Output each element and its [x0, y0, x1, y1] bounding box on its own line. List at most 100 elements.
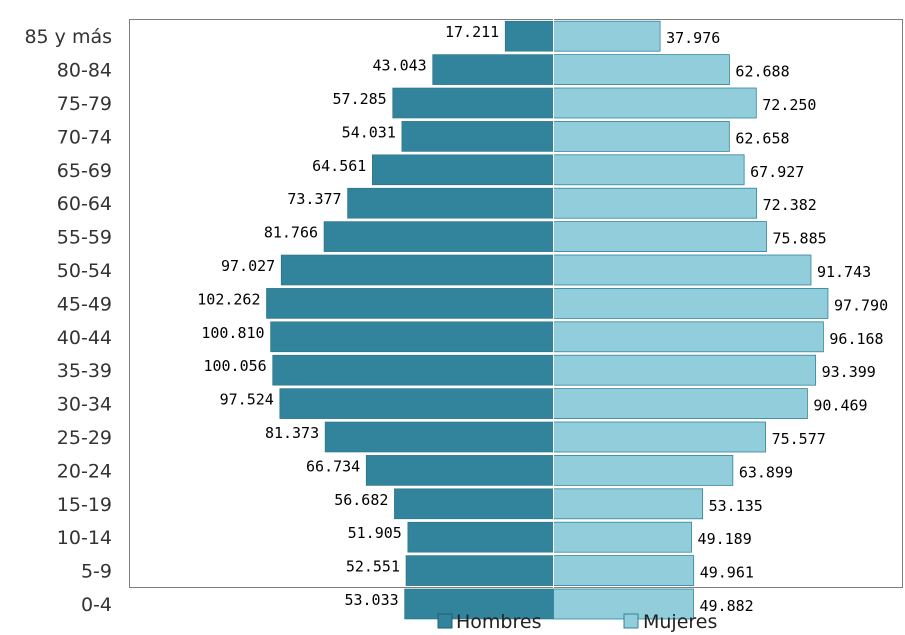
- legend: Hombres Mujeres: [437, 611, 717, 633]
- bar-hombres: [347, 187, 554, 219]
- age-group-label: 5-9: [81, 561, 112, 583]
- bar-hombres: [272, 354, 554, 386]
- bar-hombres: [372, 154, 554, 186]
- age-group-label: 60-64: [57, 193, 112, 215]
- bar-hombres: [404, 588, 554, 620]
- age-group-label: 75-79: [57, 93, 112, 115]
- bar-hombres: [324, 421, 554, 453]
- bar-hombres: [405, 555, 554, 586]
- value-label-mujeres: 75.885: [772, 230, 826, 248]
- value-label-mujeres: 49.961: [700, 564, 754, 582]
- value-label-hombres: 73.377: [287, 190, 341, 208]
- legend-hombres-label: Hombres: [456, 611, 541, 633]
- value-label-mujeres: 96.168: [829, 330, 883, 348]
- bar-hombres: [401, 121, 554, 152]
- bar-hombres: [270, 321, 554, 353]
- value-label-mujeres: 91.743: [817, 263, 871, 281]
- bar-hombres: [407, 521, 554, 553]
- value-label-hombres: 54.031: [342, 123, 396, 141]
- value-label-mujeres: 49.882: [699, 597, 753, 615]
- age-group-label: 20-24: [57, 460, 112, 482]
- age-group-label: 45-49: [57, 293, 112, 315]
- legend-mujeres-label: Mujeres: [643, 611, 717, 633]
- age-group-label: 25-29: [57, 427, 112, 449]
- bar-mujeres: [553, 488, 704, 520]
- value-label-hombres: 102.262: [197, 290, 260, 308]
- bar-mujeres: [553, 421, 767, 453]
- age-group-label: 85 y más: [24, 26, 112, 48]
- value-label-hombres: 52.551: [346, 558, 400, 576]
- age-group-label: 30-34: [57, 394, 112, 416]
- value-label-hombres: 97.027: [221, 257, 275, 275]
- value-label-hombres: 53.033: [344, 591, 398, 609]
- bar-hombres: [323, 221, 554, 252]
- bar-mujeres: [553, 521, 692, 553]
- bar-hombres: [279, 388, 554, 419]
- age-group-label: 65-69: [57, 160, 112, 182]
- age-group-label: 10-14: [57, 527, 112, 549]
- legend-hombres-swatch: [437, 613, 453, 629]
- series-mujeres: [553, 20, 829, 620]
- bar-mujeres: [553, 121, 730, 152]
- value-label-hombres: 51.905: [348, 524, 402, 542]
- bar-hombres: [392, 87, 554, 119]
- bar-mujeres: [553, 454, 734, 486]
- value-label-hombres: 81.373: [265, 424, 319, 442]
- bar-hombres: [432, 54, 554, 85]
- value-label-mujeres: 62.688: [735, 63, 789, 81]
- value-label-hombres: 100.056: [203, 357, 266, 375]
- bar-hombres: [365, 455, 554, 486]
- bar-mujeres: [553, 87, 757, 119]
- bar-mujeres: [553, 354, 817, 386]
- value-label-mujeres: 72.250: [762, 96, 816, 114]
- bar-mujeres: [553, 254, 812, 286]
- value-label-hombres: 81.766: [264, 224, 318, 242]
- value-labels: 17.211 37.976 43.043 62.688 57.285 72.250 54.0…: [197, 23, 888, 615]
- value-label-mujeres: 67.927: [750, 163, 804, 181]
- value-label-mujeres: 53.135: [709, 497, 763, 515]
- bar-mujeres: [553, 221, 767, 253]
- bar-mujeres: [553, 588, 694, 620]
- age-group-label: 70-74: [57, 126, 112, 148]
- bar-mujeres: [553, 154, 745, 186]
- age-group-label: 15-19: [57, 494, 112, 516]
- value-label-hombres: 64.561: [312, 157, 366, 175]
- value-label-hombres: 43.043: [373, 57, 427, 75]
- bar-mujeres: [553, 187, 758, 219]
- bar-mujeres: [553, 388, 808, 420]
- series-hombres: [266, 20, 554, 620]
- value-label-mujeres: 72.382: [763, 196, 817, 214]
- age-group-label: 80-84: [57, 60, 112, 82]
- value-label-mujeres: 63.899: [739, 463, 793, 481]
- value-label-hombres: 56.682: [334, 491, 388, 509]
- bar-hombres: [280, 254, 554, 286]
- value-label-hombres: 100.810: [201, 324, 264, 342]
- age-group-label: 55-59: [57, 227, 112, 249]
- bar-mujeres: [553, 54, 730, 85]
- value-label-hombres: 17.211: [445, 23, 499, 41]
- bar-mujeres: [553, 555, 695, 586]
- value-label-mujeres: 97.790: [834, 296, 888, 314]
- age-group-labels: 85 y más 80-84 75-79 70-74 65-69 60-64 55-59 50…: [24, 26, 112, 616]
- value-label-mujeres: 93.399: [822, 363, 876, 381]
- bar-hombres: [504, 20, 554, 52]
- bar-mujeres: [553, 287, 829, 319]
- age-group-label: 35-39: [57, 360, 112, 382]
- value-label-mujeres: 37.976: [666, 29, 720, 47]
- value-label-mujeres: 49.189: [698, 530, 752, 548]
- bar-hombres: [394, 488, 554, 520]
- value-label-hombres: 57.285: [333, 90, 387, 108]
- value-label-mujeres: 62.658: [735, 129, 789, 147]
- age-group-label: 0-4: [81, 594, 112, 616]
- legend-mujeres-swatch: [623, 613, 639, 629]
- value-label-mujeres: 90.469: [813, 397, 867, 415]
- age-group-label: 50-54: [57, 260, 112, 282]
- value-label-mujeres: 75.577: [772, 430, 826, 448]
- bar-mujeres: [553, 20, 661, 52]
- bar-hombres: [266, 288, 554, 319]
- age-group-label: 40-44: [57, 327, 112, 349]
- value-label-hombres: 97.524: [220, 391, 274, 409]
- value-label-hombres: 66.734: [306, 457, 360, 475]
- bar-mujeres: [553, 321, 824, 353]
